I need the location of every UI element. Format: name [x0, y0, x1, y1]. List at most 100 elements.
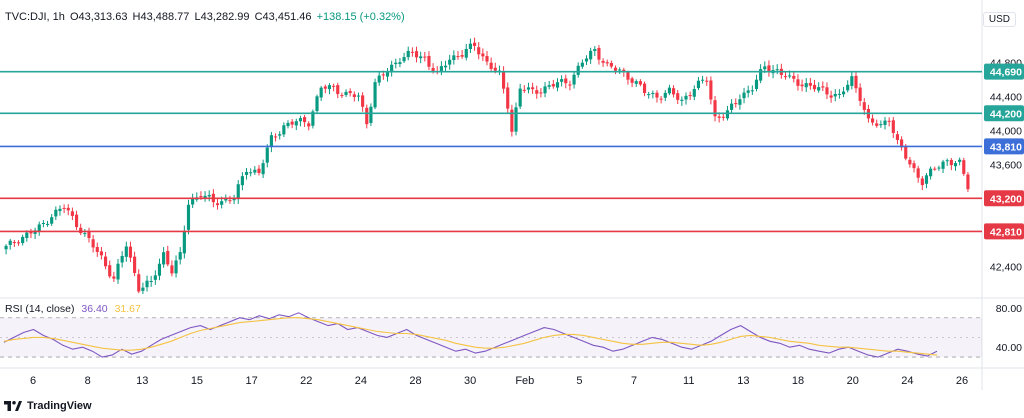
- rsi-value: 36.40: [81, 303, 108, 315]
- rsi-title[interactable]: RSI (14, close): [5, 303, 75, 315]
- candle-body: [352, 94, 356, 98]
- price-tick-label: 42,400: [990, 261, 1022, 273]
- time-tick-label: 15: [191, 375, 203, 387]
- candle-body: [883, 120, 887, 125]
- candle-body: [775, 69, 779, 71]
- candle-body: [671, 88, 676, 95]
- candle-body: [70, 211, 74, 216]
- candle-body: [257, 168, 261, 173]
- candle-body: [485, 56, 489, 62]
- candle-body: [356, 95, 361, 97]
- candle-body: [443, 65, 448, 68]
- level-label: 42,810: [990, 226, 1022, 238]
- high-value: H43,488.77: [132, 11, 190, 23]
- candle-body: [79, 227, 83, 234]
- candle-body: [783, 76, 788, 78]
- candle-body: [298, 118, 303, 122]
- candle-body: [750, 90, 754, 92]
- candle-body: [792, 75, 796, 79]
- candle-body: [543, 86, 547, 94]
- candle-body: [58, 208, 62, 212]
- candle-body: [742, 92, 746, 99]
- candle-body: [215, 203, 220, 206]
- candle-body: [4, 245, 8, 250]
- candle-body: [734, 103, 738, 105]
- candle-body: [99, 251, 104, 256]
- candle-body: [406, 50, 410, 58]
- candle-body: [182, 230, 186, 254]
- candle-body: [547, 85, 551, 87]
- candle-body: [609, 62, 613, 67]
- candle-body: [841, 91, 846, 95]
- candle-body: [472, 42, 477, 46]
- candle-body: [920, 178, 924, 186]
- candle-body: [696, 80, 701, 89]
- candle-body: [763, 66, 767, 70]
- candle-body: [489, 62, 493, 69]
- candle-body: [232, 199, 236, 201]
- candle-body: [870, 118, 875, 123]
- candle-body: [460, 55, 464, 57]
- brand-name: TradingView: [27, 400, 92, 412]
- candle-body: [634, 81, 638, 84]
- candle-body: [16, 242, 21, 244]
- candle-body: [493, 67, 497, 71]
- candle-body: [303, 117, 307, 123]
- candle-body: [738, 99, 742, 105]
- candle-body: [655, 92, 659, 98]
- level-tag: [984, 63, 1024, 80]
- candle-body: [522, 89, 526, 91]
- candle-body: [941, 161, 945, 169]
- candle-body: [663, 92, 667, 98]
- candle-body: [622, 69, 626, 72]
- rsi-tick-label: 80.00: [996, 303, 1022, 315]
- time-tick-label: 30: [464, 375, 476, 387]
- price-tick-label: 44,000: [990, 125, 1022, 137]
- symbol-label[interactable]: TVC:DJI, 1h: [5, 11, 65, 23]
- price-tick-label: 44,400: [990, 91, 1022, 103]
- candle-body: [199, 196, 203, 198]
- candle-body: [962, 160, 966, 174]
- tradingview-brand[interactable]: TradingView: [4, 400, 92, 412]
- candle-body: [157, 263, 162, 276]
- candle-body: [564, 78, 568, 84]
- time-tick-label: 8: [85, 375, 91, 387]
- level-label: 43,200: [990, 193, 1022, 205]
- candle-body: [468, 43, 472, 49]
- candle-body: [286, 122, 290, 127]
- candle-body: [895, 134, 900, 140]
- candle-body: [597, 47, 601, 60]
- candle-body: [514, 107, 518, 132]
- candle-body: [709, 80, 713, 100]
- candle-body: [224, 198, 228, 201]
- candle-body: [812, 84, 817, 90]
- candle-body: [912, 163, 916, 169]
- candle-body: [278, 134, 282, 136]
- candle-body: [601, 60, 605, 63]
- candle-body: [390, 64, 394, 72]
- candle-body: [174, 260, 178, 274]
- candle-body: [580, 62, 584, 67]
- price-tick-label: 43,600: [990, 159, 1022, 171]
- candle-body: [265, 147, 269, 163]
- candle-body: [630, 78, 634, 83]
- currency-badge[interactable]: USD: [982, 12, 1016, 27]
- candle-body: [178, 252, 182, 260]
- candle-body: [12, 241, 16, 244]
- candle-body: [705, 80, 709, 82]
- candle-body: [74, 214, 79, 228]
- candle-body: [381, 74, 385, 76]
- time-tick-label: 5: [576, 375, 582, 387]
- candle-body: [149, 280, 153, 282]
- candle-body: [717, 116, 721, 118]
- candle-body: [141, 287, 145, 291]
- candle-body: [124, 246, 128, 257]
- level-label: 44,200: [990, 108, 1022, 120]
- level-tag: [984, 190, 1024, 207]
- candle-body: [862, 102, 866, 110]
- candle-body: [958, 159, 962, 162]
- time-tick-label: 24: [901, 375, 913, 387]
- time-tick-label: 26: [956, 375, 968, 387]
- candle-body: [800, 84, 804, 87]
